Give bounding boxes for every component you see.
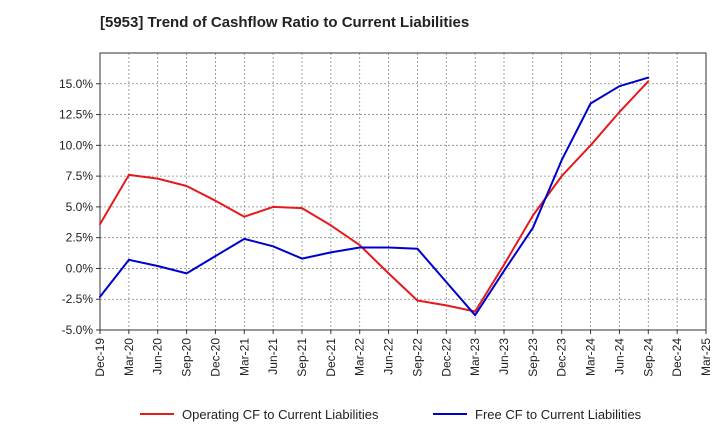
x-tick-label: Sep-20 — [180, 338, 194, 377]
x-tick-label: Jun-21 — [266, 338, 280, 375]
y-tick-label: 0.0% — [66, 261, 94, 275]
y-tick-label: 7.5% — [66, 169, 94, 183]
x-tick-label: Sep-21 — [295, 338, 309, 377]
grid — [100, 53, 706, 331]
x-tick-label: Jun-20 — [151, 338, 165, 375]
y-tick-label: 5.0% — [66, 200, 94, 214]
x-tick-label: Dec-20 — [208, 338, 222, 377]
y-tick-label: -2.5% — [62, 292, 94, 306]
legend-label-free-cf: Free CF to Current Liabilities — [475, 407, 642, 422]
x-tick-label: Mar-24 — [584, 338, 598, 376]
axes: Dec-19 Mar-20 Jun-20 Sep-20 Dec-20 Mar-21 Jun-… — [59, 52, 713, 377]
x-tick-label: Jun-23 — [497, 338, 511, 375]
x-tick-label: Dec-22 — [439, 338, 453, 377]
x-tick-label: Mar-20 — [122, 338, 136, 376]
plot-frame — [99, 52, 707, 331]
x-tick-label: Jun-22 — [382, 338, 396, 375]
x-tick-label: Sep-22 — [410, 338, 424, 377]
legend-label-operating-cf: Operating CF to Current Liabilities — [182, 407, 379, 422]
x-tick-label: Sep-24 — [641, 338, 655, 377]
x-tick-label: Dec-23 — [555, 338, 569, 377]
y-tick-label: 2.5% — [66, 231, 94, 245]
series-line-free-cf — [99, 76, 650, 317]
series-lines — [99, 76, 650, 317]
x-tick-label: Jun-24 — [612, 338, 626, 375]
legend: Operating CF to Current Liabilities Free … — [140, 407, 642, 422]
y-tick-label: 10.0% — [59, 138, 93, 152]
x-tick-label: Dec-19 — [93, 338, 107, 377]
x-tick-label: Mar-21 — [237, 338, 251, 376]
y-tick-label: -5.0% — [62, 323, 94, 337]
y-tick-label: 15.0% — [59, 77, 93, 91]
x-tick-label: Mar-25 — [699, 338, 713, 376]
series-line-operating-cf — [99, 80, 650, 313]
x-tick-label: Mar-22 — [353, 338, 367, 376]
y-tick-label: 12.5% — [59, 108, 93, 122]
x-tick-label: Dec-24 — [670, 338, 684, 377]
x-tick-label: Dec-21 — [324, 338, 338, 377]
chart-title: [5953] Trend of Cashflow Ratio to Curren… — [100, 14, 470, 31]
x-tick-label: Mar-23 — [468, 338, 482, 376]
x-tick-label: Sep-23 — [526, 338, 540, 377]
